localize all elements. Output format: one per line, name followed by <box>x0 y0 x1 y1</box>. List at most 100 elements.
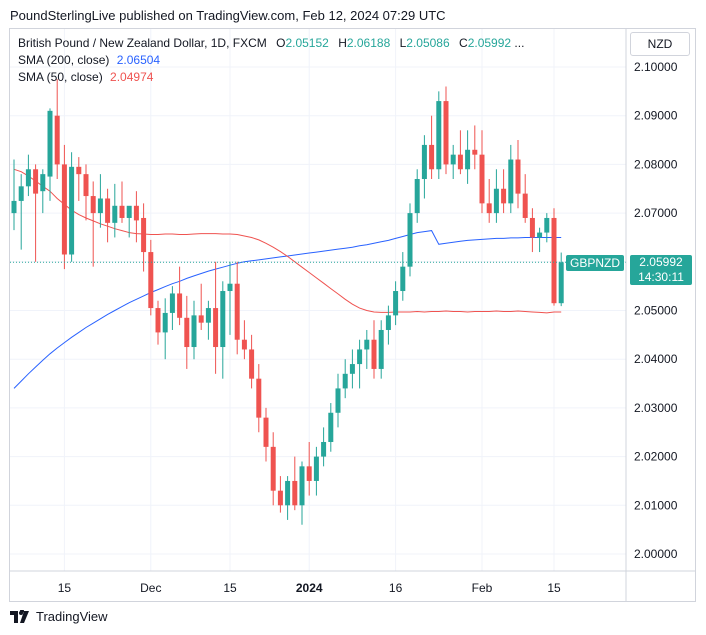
candle-body <box>313 456 319 481</box>
candle <box>529 208 535 253</box>
candle <box>385 305 391 345</box>
close-value: 2.05992 <box>467 36 512 50</box>
candle <box>306 441 312 496</box>
candle-body <box>11 200 17 214</box>
candle <box>198 283 204 330</box>
candle <box>61 144 67 270</box>
candle-body <box>241 339 247 350</box>
candle <box>544 213 550 243</box>
sma200-label: SMA (200, close) <box>18 53 110 67</box>
candle <box>508 144 514 214</box>
candle <box>501 169 507 214</box>
candle <box>162 298 168 360</box>
candle-body <box>61 164 67 255</box>
sma50-line <box>13 168 562 314</box>
candle <box>522 174 528 223</box>
candle-body <box>263 417 269 447</box>
currency-button[interactable]: NZD <box>630 32 690 56</box>
candle <box>184 295 190 369</box>
candle-body <box>76 166 82 175</box>
candle <box>457 130 463 175</box>
candle-body <box>256 378 262 418</box>
candle-body <box>47 110 53 177</box>
bar-countdown: 14:30:11 <box>638 270 684 284</box>
candle <box>33 164 39 262</box>
candle <box>119 181 125 223</box>
candle <box>270 432 276 506</box>
candle-body <box>522 193 528 218</box>
candle <box>292 456 298 511</box>
candle-body <box>205 308 211 323</box>
candle-body <box>249 349 255 379</box>
candle <box>515 140 521 209</box>
candle-body <box>328 412 334 442</box>
last-price-tag: 2.05992 14:30:11 <box>630 255 692 285</box>
candle-body <box>493 188 499 214</box>
candle <box>328 403 334 452</box>
candle <box>364 329 370 369</box>
sma50-value: 2.04974 <box>110 70 154 84</box>
sma50-layer <box>13 168 562 314</box>
candle <box>18 174 24 250</box>
open-label: O <box>276 36 286 50</box>
candle-body <box>25 169 31 187</box>
y-tick-label: 2.10000 <box>634 60 678 74</box>
candle-body <box>371 339 377 369</box>
candles-layer <box>11 79 564 525</box>
candle-body <box>198 315 204 323</box>
candle <box>357 339 363 389</box>
candle-body <box>54 115 60 165</box>
candle <box>234 261 240 355</box>
tradingview-footer[interactable]: TradingView <box>10 609 108 624</box>
legend-sma50-row: SMA (50, close) 2.04974 <box>18 69 524 86</box>
candle-body <box>105 198 111 223</box>
candle-body <box>364 339 370 350</box>
candle <box>54 79 60 180</box>
legend-ellipsis[interactable]: ... <box>514 36 525 50</box>
candle-body <box>169 293 175 313</box>
x-tick-label: 16 <box>389 581 403 595</box>
candle <box>256 364 262 433</box>
grid-layer <box>10 29 626 571</box>
candle-body <box>515 159 521 194</box>
low-label: L <box>399 36 407 50</box>
candle-body <box>342 373 348 389</box>
candle-body <box>126 205 132 218</box>
candle <box>486 179 492 223</box>
candle-body <box>400 266 406 292</box>
candle-body <box>270 446 276 491</box>
candle <box>40 169 46 214</box>
candle <box>493 169 499 223</box>
candle-body <box>421 144 427 180</box>
candle <box>227 261 233 335</box>
candle <box>177 266 183 326</box>
candle-body <box>162 312 168 333</box>
candle <box>11 159 17 231</box>
candle <box>97 174 103 228</box>
candle <box>558 252 564 307</box>
y-tick-label: 2.03000 <box>634 401 678 415</box>
candle <box>465 130 471 184</box>
y-tick-label: 2.05000 <box>634 304 678 318</box>
candle-body <box>277 490 283 506</box>
candle-body <box>155 308 161 333</box>
candle <box>450 144 456 180</box>
last-price-value: 2.05992 <box>639 255 683 269</box>
candle-body <box>378 329 384 369</box>
candle-body <box>321 441 327 457</box>
x-tick-label: 15 <box>223 581 237 595</box>
candle <box>69 152 75 262</box>
candle-body <box>414 179 420 214</box>
candle-body <box>141 217 147 253</box>
candle <box>83 164 89 221</box>
candle-body <box>213 308 219 348</box>
candle <box>443 86 449 175</box>
candle-body <box>220 291 226 348</box>
candle-body <box>529 217 535 238</box>
candle <box>393 281 399 326</box>
candle-body <box>349 364 355 374</box>
candle <box>220 281 226 379</box>
low-value: 2.05086 <box>406 36 450 50</box>
candle <box>126 205 132 238</box>
